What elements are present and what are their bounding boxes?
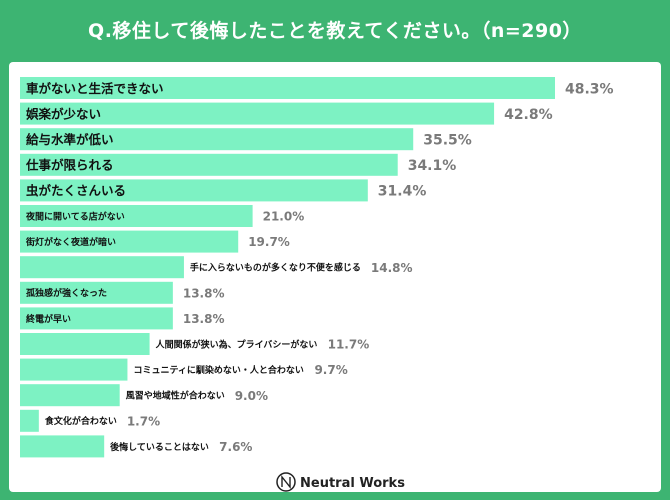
bar-14: [20, 435, 105, 458]
value-label-14: 7.6%: [219, 440, 252, 454]
value-label-0: 48.3%: [565, 81, 614, 97]
brand-logo: Neutral Works: [276, 472, 405, 492]
category-label-0: 車がないと生活できない: [26, 81, 164, 96]
category-label-1: 娯楽が少ない: [26, 106, 101, 121]
chart-title: Q.移住して後悔したことを教えてください。（n=290）: [88, 20, 582, 42]
value-label-12: 9.0%: [235, 389, 268, 403]
category-label-12: 風習や地域性が合わない: [126, 390, 225, 402]
bar-13: [20, 409, 39, 432]
bar-2: [20, 128, 414, 151]
bar-10: [20, 333, 150, 355]
value-label-1: 42.8%: [504, 107, 553, 123]
category-label-2: 給与水準が低い: [26, 132, 114, 147]
brand-logo-mark: [281, 475, 291, 489]
value-label-9: 13.8%: [183, 312, 225, 326]
category-label-14: 後悔していることはない: [110, 441, 209, 453]
brand-name: Neutral Works: [300, 476, 405, 491]
value-label-8: 13.8%: [183, 286, 225, 300]
category-label-7: 手に入らないものが多くなり不便を感じる: [190, 262, 361, 274]
bar-8: [20, 281, 173, 304]
bar-3: [20, 153, 398, 176]
bar-6: [20, 230, 239, 253]
bar-11: [20, 358, 128, 381]
category-label-10: 人間関係が狭い為、プライバシーがない: [155, 338, 318, 350]
bar-7: [20, 256, 184, 279]
category-label-13: 食文化が合わない: [44, 415, 117, 427]
bar-1: [20, 102, 495, 125]
category-label-8: 孤独感が強くなった: [26, 287, 107, 299]
bar-12: [20, 384, 120, 407]
value-label-3: 34.1%: [408, 158, 457, 174]
category-label-4: 虫がたくさんいる: [26, 183, 126, 198]
bar-4: [20, 179, 368, 202]
value-label-13: 1.7%: [127, 414, 160, 428]
value-label-2: 35.5%: [423, 133, 472, 149]
category-label-11: コミュニティに馴染めない・人と合わない: [133, 364, 303, 376]
bar-0: [20, 77, 555, 99]
category-label-3: 仕事が限られる: [25, 158, 114, 173]
category-label-9: 終電が早い: [26, 313, 71, 325]
bar-5: [20, 205, 253, 227]
value-label-11: 9.7%: [314, 363, 347, 377]
value-label-6: 19.7%: [248, 235, 290, 249]
bar-9: [20, 307, 173, 330]
value-label-5: 21.0%: [263, 210, 305, 224]
category-label-6: 街灯がなく夜道が暗い: [25, 236, 116, 248]
category-label-5: 夜間に開いてる店がない: [25, 210, 125, 222]
value-label-4: 31.4%: [378, 184, 427, 200]
value-label-7: 14.8%: [371, 261, 413, 275]
value-label-10: 11.7%: [328, 338, 370, 352]
brand-logo-icon: [276, 472, 296, 492]
